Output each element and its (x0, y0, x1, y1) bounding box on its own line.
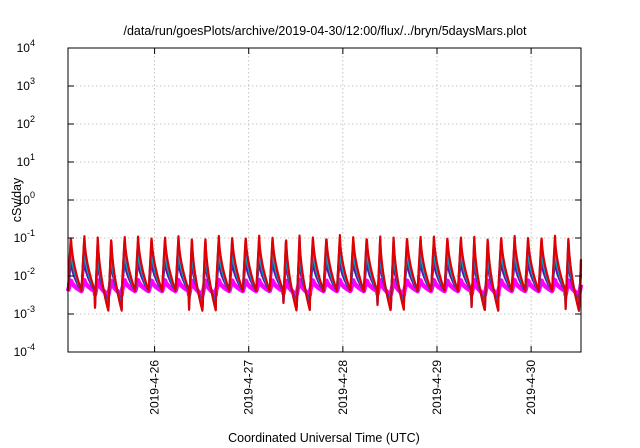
y-ticks: 10-4 10-3 10-2 10-1 100 101 102 103 104 (14, 38, 581, 359)
x-tick-label: 2019-4-28 (336, 360, 350, 415)
chart-title: /data/run/goesPlots/archive/2019-04-30/1… (123, 24, 527, 38)
y-tick-label: 101 (17, 152, 35, 169)
x-ticks: 2019-4-26 2019-4-27 2019-4-28 2019-4-29 2019… (148, 48, 538, 415)
series-layer (65, 234, 584, 312)
x-axis-label: Coordinated Universal Time (UTC) (228, 431, 420, 445)
series-line (66, 234, 583, 312)
x-tick-label: 2019-4-29 (430, 360, 444, 415)
y-tick-label: 10-3 (14, 304, 35, 321)
y-tick-label: 10-4 (14, 342, 35, 359)
y-tick-label: 100 (17, 190, 35, 207)
x-tick-label: 2019-4-26 (148, 360, 162, 415)
y-tick-label: 103 (17, 76, 35, 93)
grid (68, 48, 581, 352)
y-tick-label: 10-1 (14, 228, 35, 245)
y-axis-label: cSv/day (10, 177, 24, 222)
x-tick-label: 2019-4-27 (242, 360, 256, 415)
y-tick-label: 104 (17, 38, 35, 55)
y-tick-label: 102 (17, 114, 35, 131)
x-tick-label: 2019-4-30 (524, 360, 538, 415)
y-tick-label: 10-2 (14, 266, 35, 283)
